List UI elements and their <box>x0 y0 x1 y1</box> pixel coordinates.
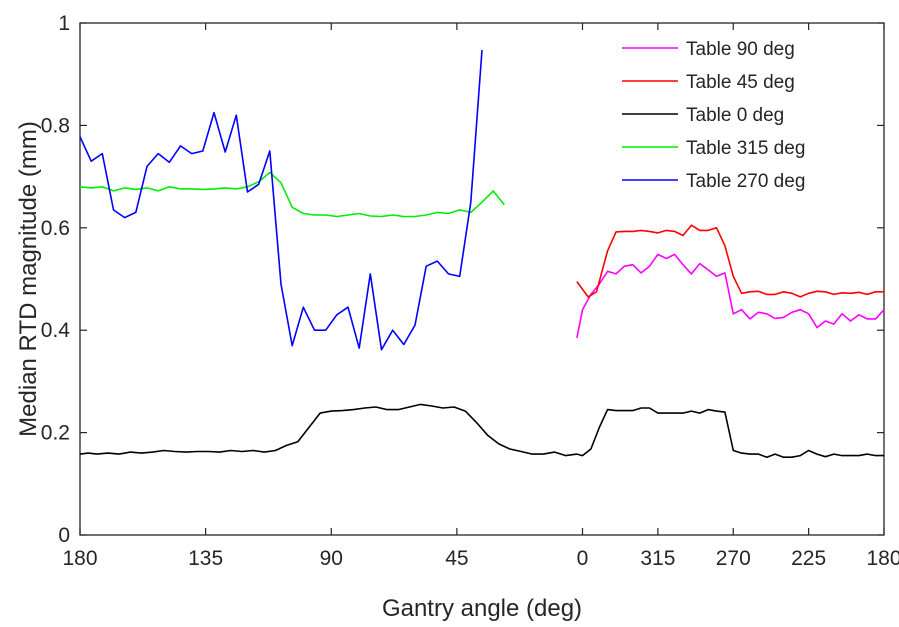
legend-label-2: Table 0 deg <box>686 105 784 126</box>
x-tick-label: 180 <box>62 547 97 570</box>
y-tick-label: 0.4 <box>41 319 71 342</box>
y-tick-label: 0.8 <box>41 114 70 137</box>
series-line-1 <box>576 224 884 298</box>
x-tick-label: 0 <box>577 547 589 570</box>
x-tick-label: 180 <box>866 547 899 570</box>
legend-label-4: Table 270 deg <box>686 171 805 192</box>
x-tick-label: 90 <box>320 547 343 570</box>
y-tick-label: 0.6 <box>41 217 70 240</box>
series-layer <box>79 50 885 458</box>
y-tick-label: 0 <box>58 524 70 547</box>
series-line-4 <box>79 50 483 351</box>
plot-box <box>79 22 885 536</box>
x-tick-label: 315 <box>640 547 675 570</box>
x-tick-label: 225 <box>791 547 826 570</box>
series-line-2 <box>79 403 884 458</box>
x-tick-label: 45 <box>445 547 468 570</box>
series-line-3 <box>79 171 505 218</box>
legend-label-1: Table 45 deg <box>686 72 795 93</box>
plot-frame <box>79 22 885 536</box>
y-axis-label: Median RTD magnitude (mm) <box>15 121 42 437</box>
legend-label-3: Table 315 deg <box>686 138 805 159</box>
legend-label-0: Table 90 deg <box>686 39 795 60</box>
legend: Table 90 deg Table 45 deg Table 0 deg Table… <box>622 39 805 192</box>
y-tick-label: 1 <box>58 12 70 35</box>
x-axis-label: Gantry angle (deg) <box>382 595 582 622</box>
x-tick-label: 270 <box>716 547 751 570</box>
series-line-0 <box>576 253 885 339</box>
x-tick-label: 135 <box>188 547 223 570</box>
y-tick-label: 0.2 <box>41 422 70 445</box>
